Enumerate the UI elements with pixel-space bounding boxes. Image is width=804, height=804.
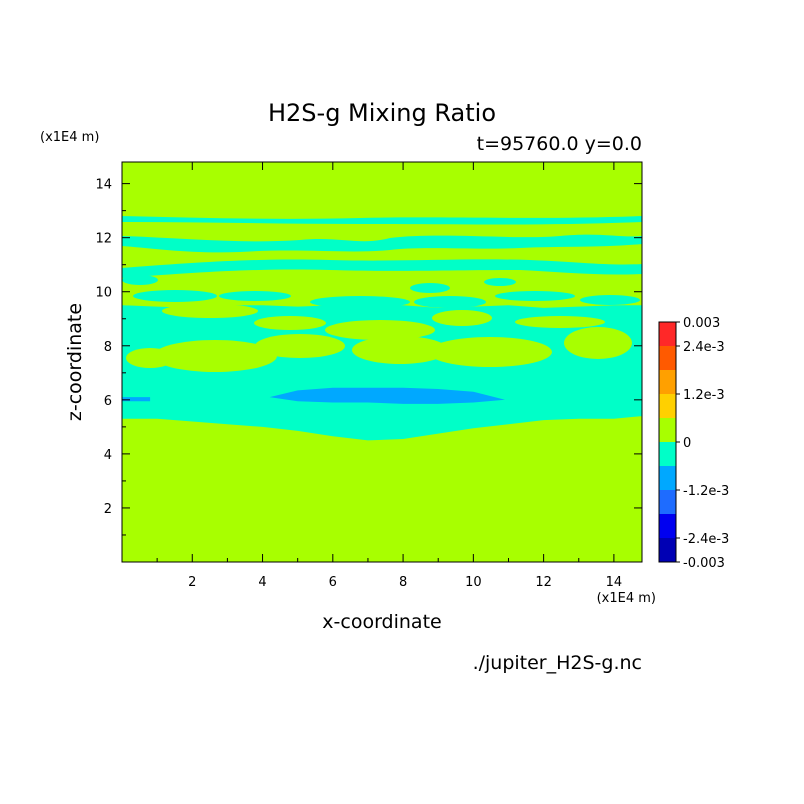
green-intrusion: [352, 336, 448, 364]
x-tick-label: 4: [258, 575, 266, 590]
colorbar-segment: [659, 490, 676, 514]
x-tick-label: 14: [606, 575, 623, 590]
negative-streak: [133, 290, 217, 302]
negative-streak: [310, 296, 410, 308]
colorbar-segment: [659, 466, 676, 490]
strong-negative-band-region: [269, 387, 505, 404]
negative-streak: [495, 291, 575, 301]
x-unit-label: (x1E4 m): [597, 591, 656, 606]
negative-streak: [410, 283, 450, 293]
x-tick-label: 8: [399, 575, 407, 590]
colorbar-segment: [659, 370, 676, 394]
negative-streak: [122, 259, 642, 278]
colorbar-segment: [659, 442, 676, 466]
colorbar-segment: [659, 346, 676, 370]
colorbar-segment: [659, 394, 676, 418]
y-tick-label: 12: [95, 232, 112, 247]
green-intrusion: [428, 337, 552, 367]
negative-streak: [122, 234, 642, 253]
green-intrusion: [162, 304, 258, 318]
plot-area: 2 4 6 8 10 12 14 2 4 6 8 10 12 14: [95, 161, 643, 590]
chart-title: H2S-g Mixing Ratio: [268, 99, 496, 127]
colorbar-tick-label: 0: [683, 436, 691, 451]
green-intrusion: [153, 340, 277, 372]
y-tick-label: 6: [104, 394, 112, 409]
negative-streak: [414, 296, 486, 308]
colorbar-segment: [659, 538, 676, 562]
colorbar: 0.003 2.4e-3 1.2e-3 0 -1.2e-3 -2.4e-3 -0.003: [658, 316, 729, 571]
green-intrusion: [254, 316, 326, 330]
x-tick-label: 12: [535, 575, 552, 590]
source-file-label: ./jupiter_H2S-g.nc: [473, 652, 642, 674]
green-intrusion: [255, 334, 345, 358]
green-intrusion: [564, 327, 632, 359]
colorbar-tick-label: 1.2e-3: [683, 388, 725, 403]
y-axis-label: z-coordinate: [64, 303, 86, 421]
x-tick-label: 6: [329, 575, 337, 590]
negative-streak: [484, 278, 516, 286]
colorbar-segment: [659, 322, 676, 346]
y-tick-label: 4: [104, 448, 112, 463]
green-intrusion: [325, 320, 435, 340]
x-tick-label: 10: [465, 575, 482, 590]
green-intrusion: [515, 316, 605, 328]
y-tick-label: 2: [104, 502, 112, 517]
plot-frame: [121, 161, 643, 563]
negative-streak: [122, 216, 642, 225]
x-tick-label: 2: [188, 575, 196, 590]
colorbar-tick-label: 0.003: [683, 316, 720, 331]
negative-streak: [122, 275, 158, 285]
x-axis-label: x-coordinate: [322, 611, 441, 633]
strong-negative-left-region: [122, 397, 151, 402]
y-tick-label: 10: [95, 286, 112, 301]
y-tick-label: 8: [104, 340, 112, 355]
y-tick-label: 14: [95, 178, 112, 193]
z-unit-label: (x1E4 m): [40, 130, 99, 145]
colorbar-tick-label: 2.4e-3: [683, 340, 725, 355]
green-intrusion: [432, 310, 492, 326]
negative-streak: [580, 295, 640, 305]
chart-subtitle: t=95760.0 y=0.0: [477, 133, 642, 155]
colorbar-segment: [659, 418, 676, 442]
colorbar-segment: [659, 514, 676, 538]
colorbar-tick-label: -2.4e-3: [683, 532, 729, 547]
negative-streak: [219, 291, 291, 301]
colorbar-tick-label: -1.2e-3: [683, 484, 729, 499]
green-intrusion: [126, 348, 174, 368]
colorbar-tick-label: -0.003: [683, 556, 725, 571]
